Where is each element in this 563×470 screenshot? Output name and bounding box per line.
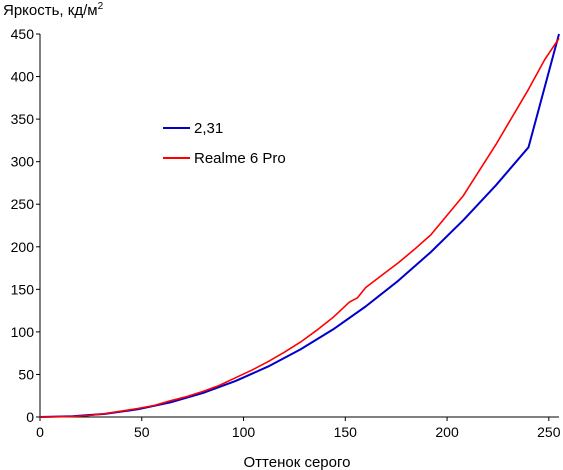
axes (39, 34, 559, 418)
legend-label-2: Realme 6 Pro (194, 150, 286, 167)
y-tick-label: 450 (11, 26, 35, 42)
x-tick-label: 250 (537, 424, 561, 440)
x-tick-label: 150 (334, 424, 358, 440)
legend-label-1: 2,31 (194, 120, 223, 137)
y-tick-label: 50 (18, 366, 34, 382)
series-line-2 (39, 37, 560, 418)
ticks: 0 50 100 150 200 250 300 350 400 450 0 50 100 150 200 2… (11, 26, 561, 440)
y-tick-label: 150 (11, 281, 35, 297)
y-tick-label: 200 (11, 239, 35, 255)
x-tick-label: 0 (36, 424, 44, 440)
x-tick-label: 200 (435, 424, 459, 440)
x-tick-label: 100 (232, 424, 256, 440)
y-axis-label: Яркость, кд/м2 (3, 1, 104, 19)
series-lines (39, 33, 560, 418)
y-tick-label: 350 (11, 111, 35, 127)
y-tick-label: 100 (11, 324, 35, 340)
series-line-1 (39, 33, 560, 418)
x-tick-label: 50 (134, 424, 150, 440)
y-axis-label-superscript: 2 (98, 1, 104, 12)
y-tick-label: 300 (11, 154, 35, 170)
legend: 2,31 Realme 6 Pro (163, 120, 286, 167)
y-tick-label: 250 (11, 196, 35, 212)
y-tick-label: 0 (26, 409, 34, 425)
x-axis-label: Оттенок серого (244, 454, 351, 470)
y-tick-label: 400 (11, 69, 35, 85)
